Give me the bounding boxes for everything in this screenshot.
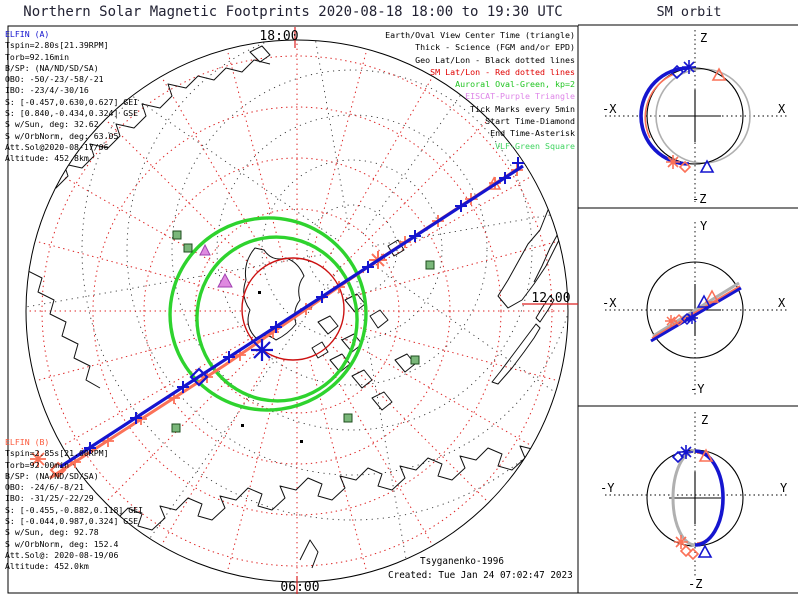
legend-item: Thick - Science (FGM and/or EPD)	[415, 42, 575, 53]
elfin-b-line: Torb=92.00min	[5, 459, 70, 470]
elfin-b-info-block: ELFIN (B) Tspin=2.85s[21.00RPM] Torb=92.…	[5, 437, 143, 573]
elfin-a-line: S w/OrbNorm, deg: 63.05	[5, 130, 119, 141]
elfin-a-line: Torb=92.16min	[5, 51, 70, 62]
sm-orbit-panel-xy	[605, 222, 788, 396]
elfin-a-line: IBO: -23/4/-30/16	[5, 85, 89, 96]
sm-orbit-panel-yz	[605, 412, 788, 578]
p2-axis-top: Y	[700, 219, 708, 233]
elfin-b-line: Altitude: 452.0km	[5, 561, 89, 572]
elfin-b-line: S: [-0.455,-0.882,0.118] GEI	[5, 504, 144, 515]
p3-axis-bottom: -Z	[688, 577, 702, 591]
clock-label-18: 18:00	[259, 29, 298, 44]
elfin-b-line: Att.Sol@: 2020-08-19/06	[5, 549, 119, 560]
elfin-a-title: ELFIN (A)	[5, 29, 50, 39]
elfin-a-line: S: [0.840,-0.434,0.324] GSE	[5, 108, 139, 119]
elfin-b-title: ELFIN (B)	[5, 437, 50, 447]
clock-label-12: 12:00	[531, 291, 570, 306]
p2-axis-bottom: -Y	[690, 382, 705, 396]
clock-label-06: 06:00	[280, 580, 319, 595]
p1-axis-right: X	[778, 102, 786, 116]
p3-axis-right: Y	[780, 481, 788, 495]
p3-axis-top: Z	[701, 413, 708, 427]
legend-item: Earth/Oval View Center Time (triangle)	[385, 30, 575, 40]
clock-red-marks	[294, 27, 578, 594]
eiscat-triangles	[199, 243, 233, 288]
elfin-b-line: S w/Sun, deg: 92.78	[5, 527, 99, 538]
p1-axis-left: -X	[602, 102, 617, 116]
elfin-b-line: S w/OrbNorm, deg: 152.4	[5, 538, 119, 549]
legend-item: Auroral Oval-Green, kp=2	[455, 79, 575, 90]
elfin-b-line: IBO: -31/25/-22/29	[5, 493, 94, 504]
elfin-b-line: Tspin=2.85s[21.00RPM]	[5, 448, 109, 459]
sm-orbit-title: SM orbit	[656, 4, 722, 20]
p1-axis-top: Z	[700, 31, 707, 45]
vlf-squares	[171, 230, 435, 433]
elfin-a-line: S w/Sun, deg: 32.62	[5, 119, 99, 130]
legend-item: Geo Lat/Lon - Black dotted lines	[415, 54, 575, 65]
coastlines	[26, 40, 568, 569]
sm-80deg-circle	[241, 257, 345, 361]
p2-axis-left: -X	[602, 296, 617, 310]
elfin-b-line: B/SP: (NA/ND/SD/SA)	[5, 470, 99, 481]
legend-item: VLF-Green Square	[495, 140, 575, 151]
elfin-a-line: Tspin=2.80s[21.39RPM]	[5, 40, 109, 51]
page-title: Northern Solar Magnetic Footprints 2020-…	[23, 4, 563, 20]
elfin-a-line: Att.Sol@2020-08-17/06	[5, 141, 109, 152]
model-label: Tsyganenko-1996	[420, 556, 504, 567]
created-timestamp: Created: Tue Jan 24 07:02:47 2023	[388, 570, 573, 581]
legend-item: SM Lat/Lon - Red dotted lines	[430, 66, 575, 77]
sm-grid	[26, 40, 568, 582]
legend-item: EISCAT-Purple Triangle	[465, 91, 575, 102]
auroral-oval	[168, 216, 368, 412]
elfin-a-line: Altitude: 452.8km	[5, 153, 89, 164]
map-legend: Earth/Oval View Center Time (triangle) T…	[255, 29, 575, 152]
p3-axis-left: -Y	[600, 481, 615, 495]
elfin-a-info-block: ELFIN (A) Tspin=2.80s[21.39RPM] Torb=92.…	[5, 29, 138, 165]
elfin-b-line: OBO: -24/6/-8/21	[5, 482, 84, 493]
legend-item: End Time-Asterisk	[490, 128, 575, 139]
p1-axis-bottom: -Z	[692, 192, 706, 206]
station-dots	[241, 291, 303, 443]
elfin-a-track	[59, 157, 524, 469]
elfin-b-line: S: [-0.044,0.987,0.324] GSE	[5, 516, 139, 527]
elfin-a-line: S: [-0.457,0.630,0.627] GEI	[5, 96, 139, 107]
p2-axis-right: X	[778, 296, 786, 310]
plot-frame	[7, 24, 798, 594]
sm-orbit-panel-xz	[605, 30, 788, 202]
elfin-a-line: OBO: -50/-23/-58/-21	[5, 74, 104, 85]
legend-item: Start Time-Diamond	[485, 116, 575, 127]
elfin-a-line: B/SP: (NA/ND/SD/SA)	[5, 62, 99, 73]
legend-item: Tick Marks every 5min	[470, 103, 575, 114]
